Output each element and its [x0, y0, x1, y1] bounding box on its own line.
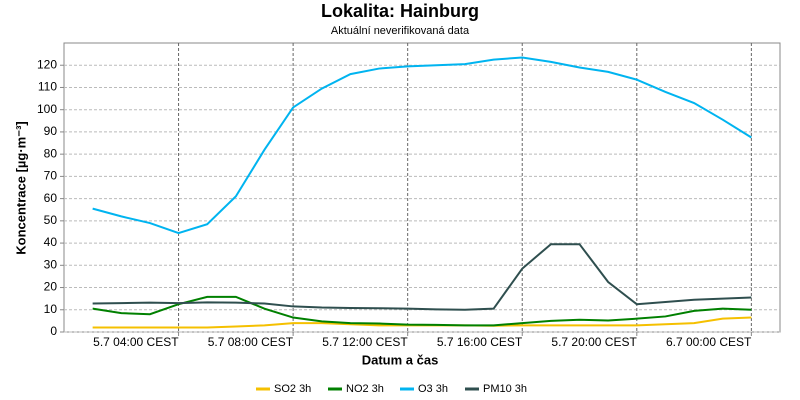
y-tick-label: 90: [44, 124, 58, 138]
y-tick-label: 80: [44, 146, 58, 160]
legend-label: PM10 3h: [483, 383, 527, 395]
chart-subtitle: Aktuální neverifikovaná data: [331, 25, 470, 37]
y-tick-label: 30: [44, 257, 58, 271]
series-line: [92, 243, 752, 311]
y-tick-label: 120: [37, 57, 57, 71]
y-tick-label: 110: [38, 80, 57, 94]
x-axis-label: Datum a čas: [362, 352, 439, 367]
y-tick-label: 50: [44, 213, 58, 227]
x-tick-label: 5.7 16:00 CEST: [437, 335, 523, 349]
y-tick-label: 0: [50, 324, 57, 338]
plot-area: [63, 42, 781, 333]
y-tick-label: 100: [37, 102, 57, 116]
y-tick-label: 10: [44, 302, 58, 316]
x-tick-label: 6.7 00:00 CEST: [666, 335, 752, 349]
legend-label: SO2 3h: [274, 383, 311, 395]
x-tick-label: 5.7 20:00 CEST: [551, 335, 637, 349]
x-tick-label: 5.7 08:00 CEST: [208, 335, 294, 349]
y-tick-label: 40: [44, 235, 58, 249]
x-tick-label: 5.7 04:00 CEST: [93, 335, 179, 349]
y-axis-label: Koncentrace [µg·m⁻³]: [13, 121, 28, 255]
y-tick-label: 60: [44, 191, 58, 205]
y-tick-label: 70: [44, 169, 58, 183]
y-tick-label: 20: [44, 280, 58, 294]
legend-label: NO2 3h: [346, 383, 384, 395]
series-line: [92, 56, 752, 235]
chart-title: Lokalita: Hainburg: [321, 1, 479, 21]
series-line: [92, 295, 752, 327]
x-tick-label: 5.7 12:00 CEST: [322, 335, 408, 349]
legend-label: O3 3h: [418, 383, 448, 395]
